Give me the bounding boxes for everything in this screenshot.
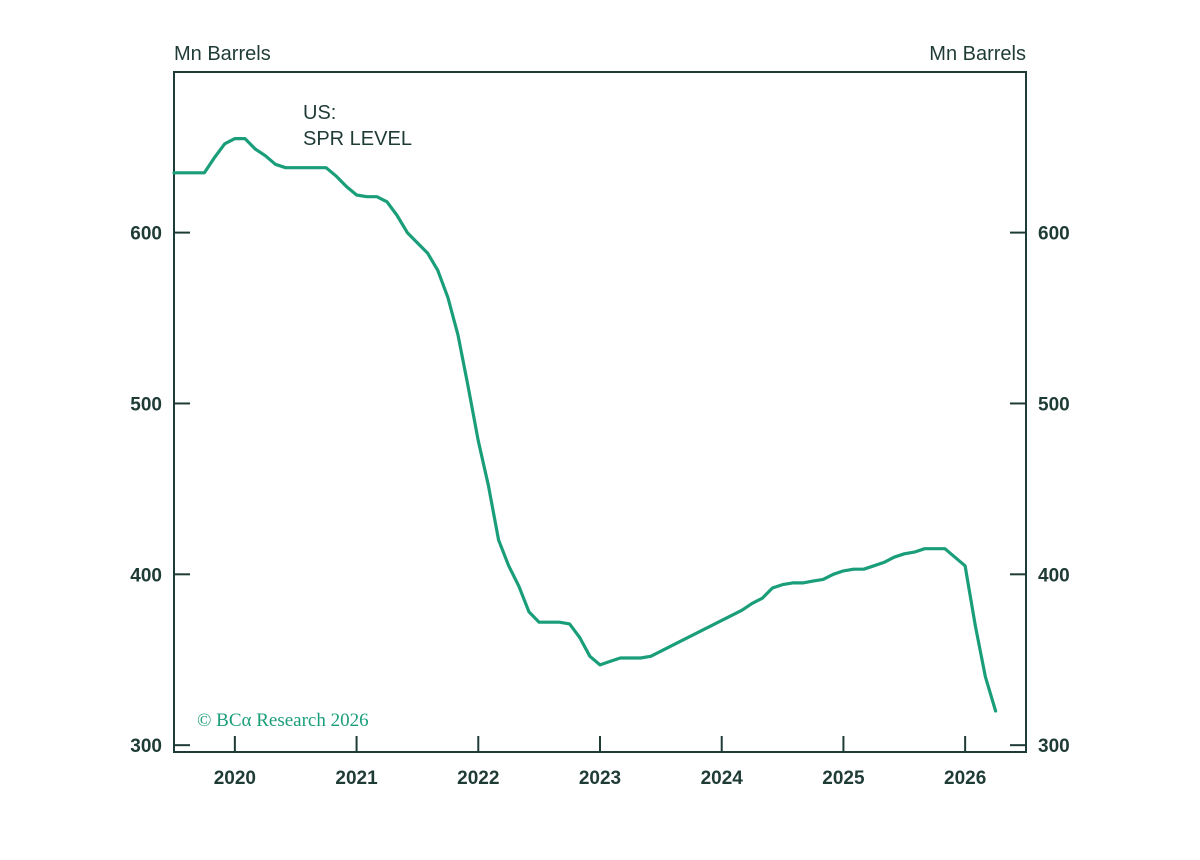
series-layer xyxy=(172,137,998,713)
x-tick-label: 2021 xyxy=(335,768,378,789)
chart-title-line-2: SPR LEVEL xyxy=(303,128,412,150)
y-tick-label-right: 500 xyxy=(1038,394,1070,415)
x-tick-label: 2026 xyxy=(944,768,986,789)
y-tick-label-left: 500 xyxy=(130,394,162,415)
y-tick-label-left: 600 xyxy=(130,224,162,245)
x-tick-label: 2024 xyxy=(701,768,744,789)
x-tick-label: 2022 xyxy=(457,768,499,789)
y-tick-label-left: 300 xyxy=(130,736,162,757)
plot-border xyxy=(173,71,1027,753)
y-tick-label-right: 600 xyxy=(1038,224,1070,245)
plot-frame xyxy=(173,71,1027,753)
spr-level-line xyxy=(172,137,998,713)
y-axis-label-right: Mn Barrels xyxy=(929,43,1026,65)
y-tick-label-right: 300 xyxy=(1038,736,1070,757)
x-tick-label: 2023 xyxy=(579,768,621,789)
chart-title-line-1: US: xyxy=(303,102,336,124)
axis-ticks: 300 300 400 400 500 500 600 600 2020 2021 2022 2023… xyxy=(130,224,1069,789)
x-tick-label: 2025 xyxy=(822,768,865,789)
y-axis-label-left: Mn Barrels xyxy=(174,43,271,65)
y-tick-label-right: 400 xyxy=(1038,565,1070,586)
x-tick-label: 2020 xyxy=(214,768,256,789)
copyright-notice: © BCα Research 2026 xyxy=(197,710,369,731)
y-tick-label-left: 400 xyxy=(130,565,162,586)
